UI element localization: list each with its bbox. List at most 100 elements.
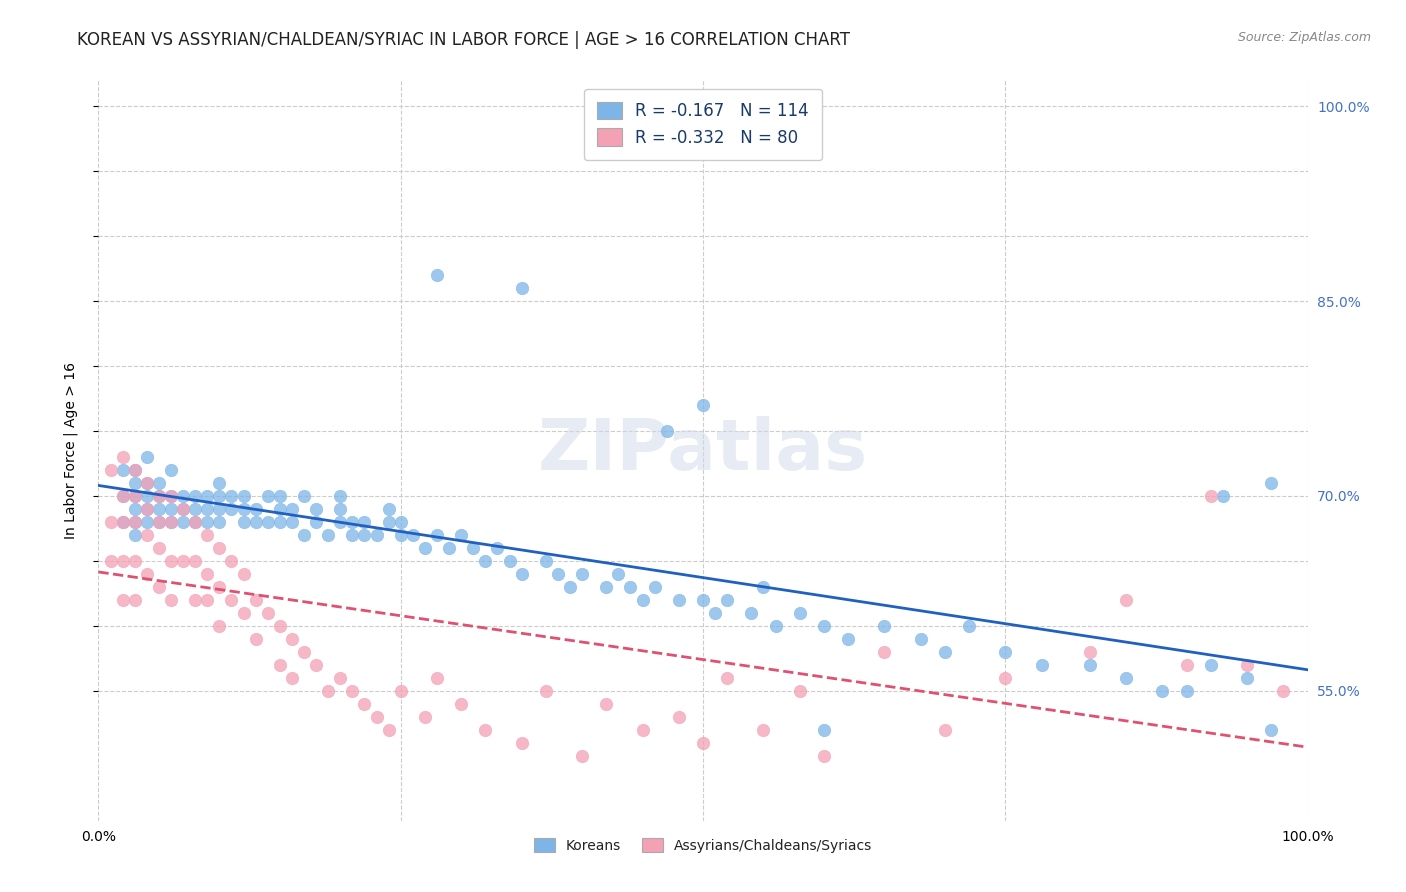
Point <box>208 502 231 516</box>
Y-axis label: In Labor Force | Age > 16: In Labor Force | Age > 16 <box>63 362 77 539</box>
Point <box>221 592 243 607</box>
Legend: Koreans, Assyrians/Chaldeans/Syriacs: Koreans, Assyrians/Chaldeans/Syriacs <box>529 832 877 858</box>
Point <box>316 683 339 698</box>
Point <box>245 502 267 516</box>
Point <box>413 541 436 555</box>
Point <box>172 502 194 516</box>
Point <box>160 502 183 516</box>
Text: ZIPatlas: ZIPatlas <box>538 416 868 485</box>
Point <box>135 475 157 490</box>
Point <box>305 515 328 529</box>
Point <box>269 502 291 516</box>
Point <box>281 515 304 529</box>
Point <box>389 528 412 542</box>
Point <box>208 489 231 503</box>
Point <box>402 528 425 542</box>
Point <box>111 554 134 568</box>
Point <box>413 710 436 724</box>
Point <box>426 671 449 685</box>
Point <box>221 502 243 516</box>
Point <box>281 502 304 516</box>
Point <box>111 489 134 503</box>
Point <box>813 619 835 633</box>
Point <box>1272 683 1295 698</box>
Point <box>111 489 134 503</box>
Point <box>124 515 146 529</box>
Point <box>740 606 762 620</box>
Point <box>100 554 122 568</box>
Point <box>644 580 666 594</box>
Point <box>195 528 218 542</box>
Point <box>353 697 375 711</box>
Point <box>269 515 291 529</box>
Point <box>692 592 714 607</box>
Point <box>873 645 896 659</box>
Point <box>1078 657 1101 672</box>
Point <box>124 592 146 607</box>
Point <box>148 541 170 555</box>
Point <box>498 554 520 568</box>
Point <box>595 697 617 711</box>
Point <box>135 502 157 516</box>
Point <box>789 606 811 620</box>
Text: Source: ZipAtlas.com: Source: ZipAtlas.com <box>1237 31 1371 45</box>
Point <box>571 748 593 763</box>
Point <box>668 710 690 724</box>
Point <box>426 528 449 542</box>
Point <box>184 489 207 503</box>
Point <box>329 671 352 685</box>
Point <box>160 463 183 477</box>
Point <box>111 515 134 529</box>
Point <box>208 475 231 490</box>
Point <box>292 528 315 542</box>
Point <box>316 528 339 542</box>
Point <box>124 463 146 477</box>
Point <box>184 515 207 529</box>
Point <box>1078 645 1101 659</box>
Point <box>148 515 170 529</box>
Point <box>668 592 690 607</box>
Point <box>305 502 328 516</box>
Point <box>148 580 170 594</box>
Point <box>510 566 533 581</box>
Point <box>100 515 122 529</box>
Point <box>232 566 254 581</box>
Point <box>208 541 231 555</box>
Point <box>245 632 267 646</box>
Point <box>221 489 243 503</box>
Point <box>450 528 472 542</box>
Point <box>571 566 593 581</box>
Point <box>1115 592 1137 607</box>
Point <box>195 515 218 529</box>
Point <box>329 502 352 516</box>
Point <box>111 515 134 529</box>
Point <box>124 475 146 490</box>
Point <box>292 489 315 503</box>
Point <box>366 710 388 724</box>
Point <box>195 489 218 503</box>
Point <box>160 554 183 568</box>
Point <box>111 450 134 464</box>
Point <box>342 528 364 542</box>
Point <box>994 645 1017 659</box>
Point <box>172 489 194 503</box>
Point <box>184 592 207 607</box>
Point <box>631 723 654 737</box>
Point <box>474 723 496 737</box>
Point <box>486 541 509 555</box>
Point <box>135 489 157 503</box>
Point <box>232 489 254 503</box>
Point <box>1115 671 1137 685</box>
Point <box>256 606 278 620</box>
Point <box>692 398 714 412</box>
Point <box>994 671 1017 685</box>
Point <box>184 502 207 516</box>
Point <box>208 515 231 529</box>
Point <box>463 541 485 555</box>
Point <box>510 281 533 295</box>
Point <box>232 606 254 620</box>
Point <box>148 475 170 490</box>
Point <box>873 619 896 633</box>
Point <box>195 592 218 607</box>
Point <box>934 723 956 737</box>
